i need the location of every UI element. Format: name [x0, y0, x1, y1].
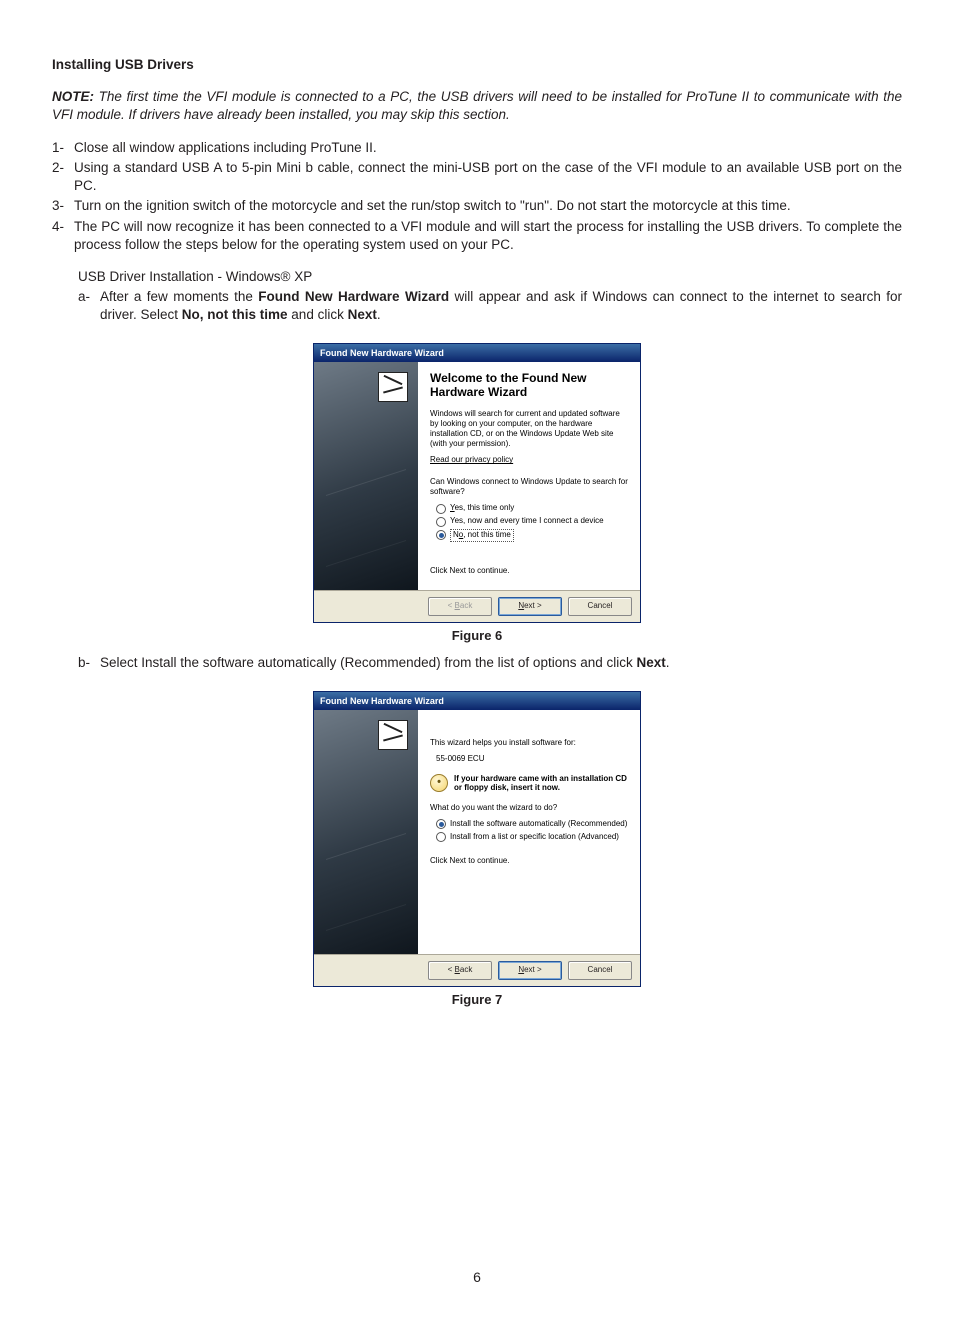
wizard-dialog-fig6: Found New Hardware Wizard Welcome to the… — [313, 343, 641, 623]
figure-7-caption: Figure 7 — [52, 991, 902, 1009]
wizard-titlebar: Found New Hardware Wizard — [314, 344, 640, 362]
next-button[interactable]: Next > — [498, 961, 562, 980]
radio-install-auto[interactable]: Install the software automatically (Reco… — [436, 819, 628, 830]
radio-icon — [436, 832, 446, 842]
figure-6-caption: Figure 6 — [52, 627, 902, 645]
cancel-button[interactable]: Cancel — [568, 597, 632, 616]
section-title: Installing USB Drivers — [52, 56, 902, 74]
step-2: 2-Using a standard USB A to 5-pin Mini b… — [52, 159, 902, 195]
wizard-side-graphic — [314, 362, 418, 590]
hardware-icon — [378, 720, 408, 750]
radio-icon — [436, 819, 446, 829]
info-text: If your hardware came with an installati… — [454, 774, 628, 793]
sub-a-bold2: No, not this time — [182, 307, 288, 322]
note-label: NOTE: — [52, 89, 94, 104]
wizard-continue-text: Click Next to continue. — [430, 856, 628, 866]
back-button[interactable]: < Back — [428, 597, 492, 616]
radio-yes-every-time[interactable]: Yes, now and every time I connect a devi… — [436, 516, 628, 527]
step-1: 1-Close all window applications includin… — [52, 139, 902, 157]
step-3: 3-Turn on the ignition switch of the mot… — [52, 197, 902, 215]
sub-b-post: . — [666, 655, 670, 670]
radio-icon — [436, 517, 446, 527]
radio-no-not-this-time[interactable]: No, not this time — [436, 529, 628, 542]
side-stripe — [326, 833, 406, 931]
hardware-icon — [378, 372, 408, 402]
next-button[interactable]: Next > — [498, 597, 562, 616]
radio-yes-this-time[interactable]: Yes, this time only — [436, 503, 628, 514]
wizard-footer: < Back Next > Cancel — [314, 590, 640, 622]
sub-step-a: a- After a few moments the Found New Har… — [78, 288, 902, 324]
page-number: 6 — [52, 1268, 902, 1287]
wizard-side-graphic — [314, 710, 418, 954]
sub-steps-list-b: b- Select Install the software automatic… — [78, 654, 902, 672]
figure-7: Found New Hardware Wizard This wizard he… — [52, 691, 902, 1009]
side-stripe — [326, 469, 406, 567]
main-steps-list: 1-Close all window applications includin… — [52, 139, 902, 254]
wizard-dialog-fig7: Found New Hardware Wizard This wizard he… — [313, 691, 641, 987]
wizard-question: What do you want the wizard to do? — [430, 803, 628, 813]
device-name: 55-0069 ECU — [436, 754, 628, 764]
sub-a-bold1: Found New Hardware Wizard — [258, 289, 449, 304]
info-row: • If your hardware came with an installa… — [430, 774, 628, 793]
step-4: 4-The PC will now recognize it has been … — [52, 218, 902, 254]
sub-b-bold: Next — [637, 655, 666, 670]
wizard-heading: Welcome to the Found New Hardware Wizard — [430, 372, 628, 400]
cancel-button[interactable]: Cancel — [568, 961, 632, 980]
note-block: NOTE: The first time the VFI module is c… — [52, 88, 902, 124]
radio-install-specific[interactable]: Install from a list or specific location… — [436, 832, 628, 843]
sub-a-pre: After a few moments the — [100, 289, 258, 304]
note-text: The first time the VFI module is connect… — [52, 89, 902, 122]
sub-a-post: . — [377, 307, 381, 322]
wizard-paragraph-1: Windows will search for current and upda… — [430, 409, 628, 449]
sub-a-bold3: Next — [348, 307, 377, 322]
sub-steps-list: a- After a few moments the Found New Har… — [78, 288, 902, 324]
figure-6: Found New Hardware Wizard Welcome to the… — [52, 343, 902, 645]
radio-icon — [436, 530, 446, 540]
wizard-continue-text: Click Next to continue. — [430, 566, 628, 576]
back-button[interactable]: < Back — [428, 961, 492, 980]
radio-icon — [436, 504, 446, 514]
privacy-policy-link[interactable]: Read our privacy policy — [430, 455, 513, 464]
sub-a-mid2: and click — [288, 307, 348, 322]
sub-b-pre: Select Install the software automaticall… — [100, 655, 637, 670]
wizard-question: Can Windows connect to Windows Update to… — [430, 477, 628, 497]
cd-info-icon: • — [430, 774, 448, 792]
sub-step-b: b- Select Install the software automatic… — [78, 654, 902, 672]
wizard-intro-text: This wizard helps you install software f… — [430, 738, 628, 748]
wizard-titlebar: Found New Hardware Wizard — [314, 692, 640, 710]
wizard-footer: < Back Next > Cancel — [314, 954, 640, 986]
sub-heading: USB Driver Installation - Windows® XP — [78, 268, 902, 286]
